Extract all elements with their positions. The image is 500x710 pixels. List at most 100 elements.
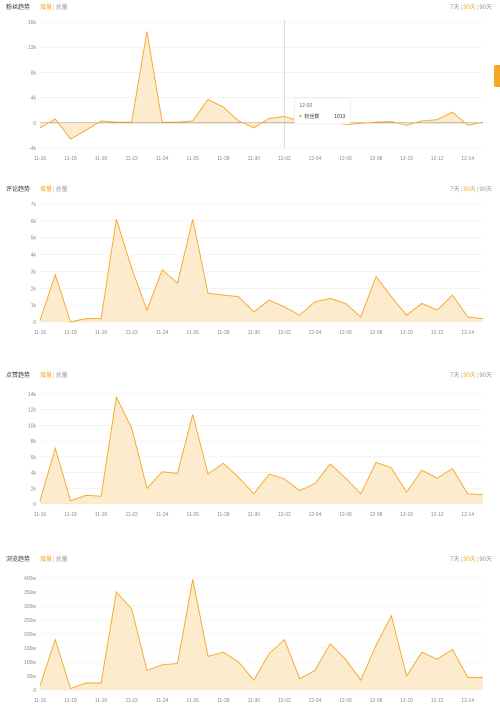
tooltip-value: 1013 <box>334 114 345 120</box>
panel-title: 评论趋势 <box>6 187 31 193</box>
range-30d[interactable]: 30天 <box>463 557 476 563</box>
toggle-separator: | <box>53 557 55 563</box>
y-tick-label: 0 <box>33 121 36 127</box>
panel-header: 浏览趋势 增量|总量 7天|30天|90天 <box>0 554 500 568</box>
x-tick-label: 11-18 <box>64 698 77 704</box>
likes-trend-panel: 点赞趋势 增量|总量 7天|30天|90天 0 2k 4k 6k 8k 10k 12k 14k… <box>0 370 500 526</box>
x-tick-label: 12-14 <box>461 330 474 336</box>
toggle-increment[interactable]: 增量 <box>40 373 53 379</box>
range-7d[interactable]: 7天 <box>450 557 460 563</box>
range-30d[interactable]: 30天 <box>463 5 476 11</box>
series-line <box>39 219 484 323</box>
range-30d[interactable]: 30天 <box>463 187 476 193</box>
x-tick-label: 12-06 <box>339 330 352 336</box>
x-tick-label: 12-04 <box>309 156 322 162</box>
y-tick-label: 14k <box>28 392 37 398</box>
toggle-total[interactable]: 总量 <box>55 557 68 563</box>
y-tick-label: 0 <box>33 688 36 694</box>
range-separator: | <box>460 557 463 563</box>
series-area <box>40 397 483 504</box>
toggle-total[interactable]: 总量 <box>55 187 68 193</box>
x-tick-label: 11-30 <box>248 698 261 704</box>
y-tick-label: 250w <box>24 618 36 624</box>
x-tick-label: 12-04 <box>309 512 322 518</box>
range-separator: | <box>476 187 479 193</box>
views-trend-chart[interactable]: 0 50w 100w 150w 200w 250w 300w 350w 400w 11-16 11-… <box>0 568 500 710</box>
comments-trend-chart[interactable]: 0 1k 2k 3k 4k 5k 6k 7k 11-16 11-18 11-20 11-22 11-24… <box>0 198 500 344</box>
y-tick-label: 6k <box>31 455 37 461</box>
toggle-separator: | <box>53 5 55 11</box>
y-tick-label: 1k <box>31 303 37 309</box>
y-tick-label: 100w <box>24 660 36 666</box>
range-90d[interactable]: 90天 <box>479 5 492 11</box>
range-90d[interactable]: 90天 <box>479 373 492 379</box>
x-tick-label: 11-28 <box>217 330 230 336</box>
y-tick-label: 50w <box>27 674 37 680</box>
x-tick-label: 11-26 <box>187 512 200 518</box>
x-tick-label: 12-08 <box>370 330 383 336</box>
y-tick-label: 350w <box>24 590 36 596</box>
toggle-increment[interactable]: 增量 <box>40 5 53 11</box>
tooltip-box <box>294 97 351 125</box>
x-tick-label: 12-08 <box>370 698 383 704</box>
x-tick-label: 12-04 <box>309 698 322 704</box>
y-tick-label: -4k <box>29 146 36 152</box>
range-separator: | <box>476 5 479 11</box>
x-tick-label: 11-24 <box>156 156 169 162</box>
x-tick-label: 11-18 <box>64 156 77 162</box>
tooltip-marker <box>299 114 302 118</box>
x-tick-label: 11-20 <box>95 330 108 336</box>
panel-title: 粉丝趋势 <box>6 5 31 11</box>
range-30d[interactable]: 30天 <box>463 373 476 379</box>
metric-toggle: 增量|总量 <box>40 554 68 563</box>
x-tick-label: 11-22 <box>125 698 138 704</box>
x-tick-label: 12-04 <box>309 330 322 336</box>
y-tick-label: 150w <box>24 646 36 652</box>
x-tick-label: 11-16 <box>34 156 47 162</box>
x-tick-label: 11-16 <box>34 330 47 336</box>
x-tick-label: 12-14 <box>461 698 474 704</box>
range-90d[interactable]: 90天 <box>479 557 492 563</box>
metric-toggle: 增量|总量 <box>40 184 68 193</box>
x-tick-label: 11-18 <box>64 512 77 518</box>
y-tick-label: 12k <box>28 408 37 414</box>
series-line <box>39 579 483 690</box>
range-separator: | <box>476 373 479 379</box>
toggle-total[interactable]: 总量 <box>55 5 68 11</box>
series-area <box>40 219 483 322</box>
x-tick-label: 12-06 <box>339 698 352 704</box>
range-7d[interactable]: 7天 <box>450 5 460 11</box>
x-tick-label: 11-24 <box>156 698 169 704</box>
metric-toggle: 增量|总量 <box>40 370 68 379</box>
toggle-total[interactable]: 总量 <box>55 373 68 379</box>
y-tick-label: 16k <box>28 20 37 26</box>
range-separator: | <box>460 5 463 11</box>
range-90d[interactable]: 90天 <box>479 187 492 193</box>
y-tick-label: 400w <box>24 576 36 582</box>
series-line <box>39 395 484 502</box>
toggle-increment[interactable]: 增量 <box>40 557 53 563</box>
x-tick-label: 11-24 <box>156 512 169 518</box>
x-tick-label: 12-02 <box>278 156 291 162</box>
likes-trend-chart[interactable]: 0 2k 4k 6k 8k 10k 12k 14k 11-16 11-18 11-20 11-22 11… <box>0 384 500 526</box>
toggle-increment[interactable]: 增量 <box>40 187 53 193</box>
y-tick-label: 4k <box>31 96 37 102</box>
panel-title: 点赞趋势 <box>6 373 31 379</box>
x-tick-label: 12-10 <box>400 512 413 518</box>
comments-trend-panel: 评论趋势 增量|总量 7天|30天|90天 0 1k 2k 3k 4k 5k 6k 7k 11-… <box>0 184 500 344</box>
panel-header: 点赞趋势 增量|总量 7天|30天|90天 <box>0 370 500 384</box>
y-tick-label: 8k <box>31 70 37 76</box>
range-7d[interactable]: 7天 <box>450 187 460 193</box>
x-tick-label: 12-12 <box>431 512 444 518</box>
tooltip-date: 12-02 <box>299 103 312 109</box>
x-tick-label: 12-10 <box>400 156 413 162</box>
range-7d[interactable]: 7天 <box>450 373 460 379</box>
x-tick-label: 12-12 <box>431 330 444 336</box>
fans-trend-chart[interactable]: -4k 0 4k 8k 12k 16k 11-16 11-18 11-20 11-22 11-24 1… <box>0 16 500 170</box>
x-tick-label: 11-22 <box>125 330 138 336</box>
x-tick-label: 11-20 <box>95 512 108 518</box>
y-tick-label: 6k <box>31 219 37 225</box>
x-tick-label: 12-02 <box>278 512 291 518</box>
side-scroll-tab[interactable] <box>494 65 500 87</box>
x-tick-label: 12-06 <box>339 512 352 518</box>
